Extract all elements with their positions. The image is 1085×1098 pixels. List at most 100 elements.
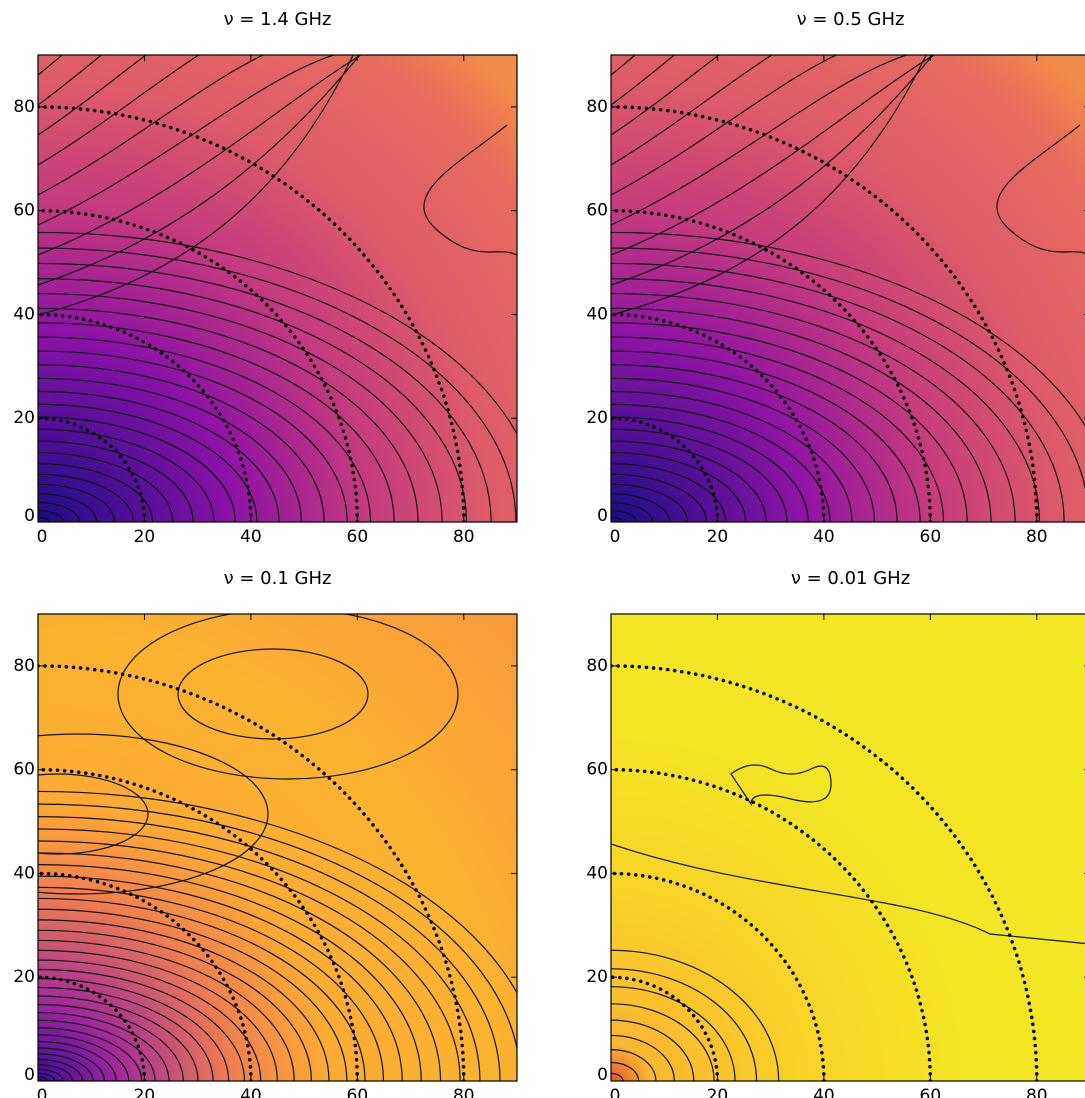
contour-line bbox=[38, 1053, 94, 1081]
dotted-circle bbox=[38, 105, 466, 522]
x-tick-label: 60 bbox=[920, 1086, 942, 1098]
y-tick-label: 40 bbox=[586, 304, 608, 324]
contour-line bbox=[38, 1047, 105, 1081]
y-tick-label: 0 bbox=[597, 1065, 608, 1085]
contour-line bbox=[38, 959, 262, 1081]
contour-lines bbox=[38, 614, 517, 1081]
contour-line bbox=[611, 278, 1041, 522]
contour-line bbox=[38, 790, 517, 995]
x-tick-label: 20 bbox=[707, 527, 729, 547]
contour-line bbox=[38, 939, 295, 1081]
y-tick-label: 0 bbox=[24, 506, 35, 526]
contour-line bbox=[611, 986, 736, 1081]
contour-line bbox=[611, 473, 707, 522]
contour-line bbox=[38, 968, 246, 1081]
contour-line bbox=[38, 516, 50, 522]
x-tick-label: 0 bbox=[37, 1086, 48, 1098]
contour-line bbox=[38, 509, 65, 522]
contour-line bbox=[38, 1034, 130, 1081]
dotted-circle bbox=[611, 975, 720, 1081]
contour-line bbox=[611, 364, 898, 522]
x-tick-label: 80 bbox=[453, 527, 475, 547]
contour-line bbox=[38, 1027, 143, 1081]
contour-line bbox=[38, 908, 348, 1081]
contour-line bbox=[38, 803, 517, 1053]
contour-line bbox=[38, 828, 481, 1081]
dotted-circle bbox=[38, 664, 466, 1081]
contour-line bbox=[38, 403, 258, 522]
contour-line bbox=[38, 292, 443, 522]
contour-line bbox=[38, 55, 336, 226]
contour-line bbox=[611, 307, 992, 522]
contour-line bbox=[38, 493, 98, 522]
x-tick-label: 40 bbox=[240, 527, 262, 547]
contour-line bbox=[611, 55, 936, 256]
contour-line bbox=[611, 1019, 695, 1081]
x-tick-label: 80 bbox=[453, 1086, 475, 1098]
x-tick-label: 20 bbox=[134, 527, 156, 547]
contour-line bbox=[611, 403, 831, 522]
contour-line bbox=[611, 55, 909, 226]
dotted-circle bbox=[38, 312, 253, 522]
dotted-circle bbox=[611, 767, 933, 1081]
x-tick-label: 40 bbox=[813, 1086, 835, 1098]
contour-line bbox=[611, 322, 968, 522]
contour-line bbox=[38, 416, 236, 522]
contour-line bbox=[611, 493, 671, 522]
y-tick-label: 20 bbox=[586, 408, 608, 428]
chart-title: ν = 0.5 GHz bbox=[797, 9, 905, 30]
contour-line bbox=[611, 516, 623, 522]
y-tick-label: 80 bbox=[586, 97, 608, 117]
x-tick-label: 20 bbox=[134, 1086, 156, 1098]
contour-line bbox=[611, 428, 788, 522]
contour-line bbox=[611, 55, 927, 316]
contour-line bbox=[38, 864, 422, 1081]
contour-line bbox=[611, 55, 720, 136]
contour-line bbox=[38, 247, 517, 522]
contour-line bbox=[38, 816, 501, 1081]
contour-line bbox=[38, 897, 366, 1081]
contour-line bbox=[611, 509, 638, 522]
contour-line bbox=[38, 875, 403, 1081]
contour-line bbox=[38, 473, 134, 522]
contour-line bbox=[38, 502, 81, 522]
contour-line bbox=[38, 1019, 156, 1081]
x-tick-label: 0 bbox=[37, 527, 48, 547]
contour-line bbox=[611, 55, 838, 196]
dotted-circle bbox=[38, 871, 253, 1081]
contour-line bbox=[38, 55, 361, 286]
contour-line bbox=[38, 978, 230, 1081]
contour-line bbox=[611, 843, 1085, 945]
dotted-circle bbox=[38, 767, 360, 1081]
y-tick-label: 60 bbox=[586, 760, 608, 780]
contour-line bbox=[177, 648, 369, 740]
dotted-circle bbox=[611, 105, 1039, 522]
contour-line bbox=[611, 350, 921, 522]
y-tick-label: 60 bbox=[13, 760, 35, 780]
plot-frame bbox=[610, 54, 1085, 523]
contour-line bbox=[38, 995, 199, 1081]
x-tick-label: 0 bbox=[610, 527, 621, 547]
contour-line bbox=[38, 55, 200, 166]
contour-lines bbox=[611, 764, 1085, 1081]
contour-line bbox=[611, 262, 1065, 522]
contour-line bbox=[38, 336, 372, 522]
contour-line bbox=[38, 1040, 117, 1081]
contour-line bbox=[38, 733, 269, 895]
x-tick-label: 40 bbox=[240, 1086, 262, 1098]
x-tick-label: 60 bbox=[347, 1086, 369, 1098]
contour-line bbox=[38, 919, 330, 1081]
contour-line bbox=[611, 55, 676, 106]
contour-line bbox=[611, 440, 767, 522]
contour-line bbox=[38, 390, 280, 522]
x-tick-label: 60 bbox=[920, 527, 942, 547]
contour-line bbox=[38, 986, 214, 1081]
contour-line bbox=[38, 55, 265, 196]
contour-line bbox=[38, 1011, 170, 1081]
y-tick-label: 40 bbox=[13, 304, 35, 324]
contour-line bbox=[611, 336, 945, 522]
contour-line bbox=[38, 278, 468, 522]
x-tick-label: 20 bbox=[707, 1086, 729, 1098]
contour-line bbox=[611, 231, 1085, 427]
contour-line bbox=[611, 292, 1016, 522]
